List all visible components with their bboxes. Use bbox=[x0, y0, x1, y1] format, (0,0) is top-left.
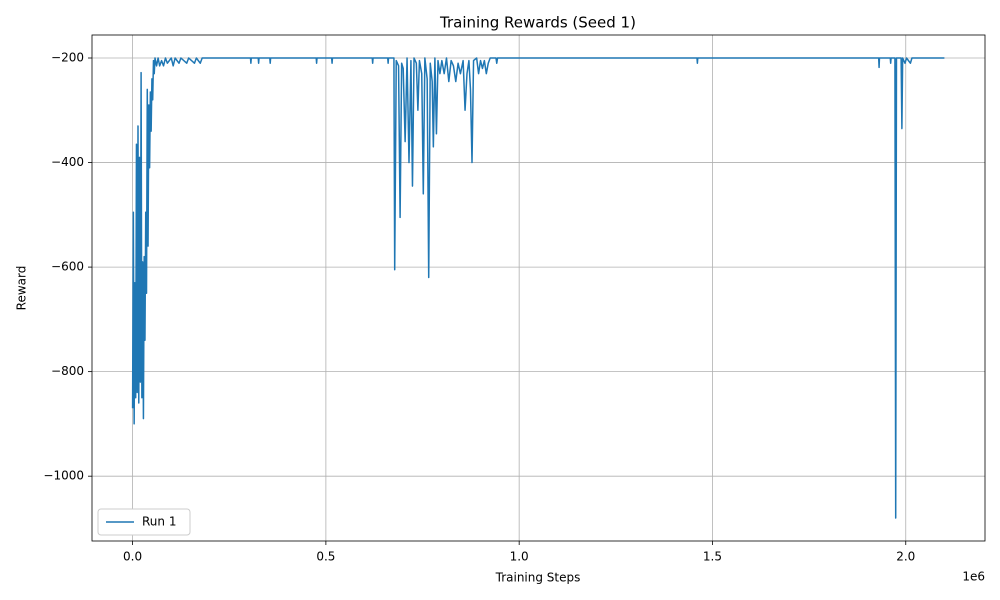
x-offset-label: 1e6 bbox=[962, 570, 985, 584]
legend-label: Run 1 bbox=[142, 515, 176, 529]
axes-frame bbox=[91, 34, 986, 542]
x-tick-label: 2.0 bbox=[896, 550, 915, 564]
x-tick-label: 1.5 bbox=[703, 550, 722, 564]
y-tick-label: −1000 bbox=[43, 469, 84, 483]
x-tick-label: 1.0 bbox=[510, 550, 529, 564]
line-series bbox=[131, 57, 945, 519]
y-axis-title: Reward bbox=[15, 266, 29, 311]
y-tick-label: −800 bbox=[51, 364, 84, 378]
y-tick-label: −200 bbox=[51, 51, 84, 65]
chart-title: Training Rewards (Seed 1) bbox=[439, 14, 636, 32]
y-tick-label: −400 bbox=[51, 155, 84, 169]
x-tick-label: 0.5 bbox=[316, 550, 335, 564]
x-axis-title: Training Steps bbox=[495, 571, 581, 585]
legend-box bbox=[97, 508, 191, 536]
y-tick-label: −600 bbox=[51, 260, 84, 274]
x-tick-label: 0.0 bbox=[123, 550, 142, 564]
